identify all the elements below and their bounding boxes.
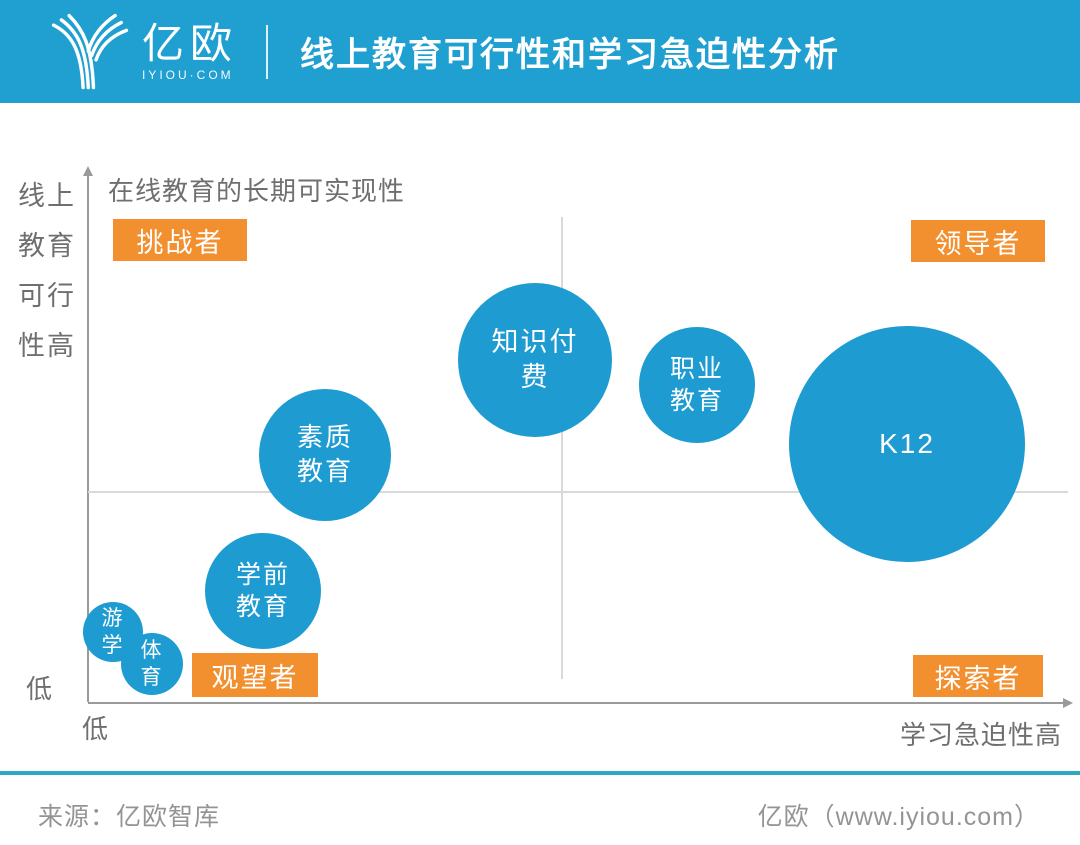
- bubble-label-line: 知识付: [491, 326, 579, 357]
- x-axis-line: [88, 702, 1066, 704]
- bubble-label-line: 学: [101, 634, 125, 657]
- chart-subtitle: 在线教育的长期可实现性: [108, 176, 406, 206]
- bubble-label-line: 教育: [296, 456, 353, 486]
- bubble-知识付费: 知识付费: [458, 283, 612, 437]
- quadrant-badge-watcher: 观望者: [192, 653, 318, 697]
- quadrant-bubble-chart: 在线教育的长期可实现性 线上 教育 可行 性高 低 低 学习急迫性高 挑战者 领…: [0, 103, 1080, 771]
- y-axis-arrow-icon: [83, 166, 93, 176]
- bubble-学前教育: 学前 教育: [205, 533, 321, 649]
- bubble-label-line: 费: [520, 362, 550, 392]
- quadrant-horizontal-divider: [88, 491, 1068, 493]
- logo-subtext: IYIOU·COM: [142, 67, 234, 82]
- quadrant-badge-challenger: 挑战者: [113, 219, 247, 261]
- logo-text: 亿欧: [142, 19, 239, 67]
- bubble-素质教育: 素质 教育: [259, 389, 391, 521]
- bubble-label-line: 体: [140, 638, 164, 662]
- bubble-label-line: 游: [101, 606, 125, 630]
- site-credit: 亿欧（www.iyiou.com）: [757, 803, 1040, 831]
- bubble-体育: 体育: [121, 633, 183, 695]
- bubble-label-line: 育: [140, 666, 164, 689]
- y-axis-label-line: 线上: [18, 181, 76, 211]
- x-axis-arrow-icon: [1063, 698, 1073, 708]
- bubble-layer: 游学体育学前 教育 素质 教育 知识付费职业 教育 K12: [0, 103, 1080, 771]
- y-axis-line: [87, 175, 89, 702]
- bubble-label-line: 职业: [669, 354, 724, 383]
- y-axis-label: 线上 教育 可行 性高: [18, 171, 78, 371]
- iyiou-logo: 亿欧 IYIOU·COM: [44, 13, 238, 91]
- x-axis-low-label: 低: [82, 714, 109, 744]
- bubble-职业教育: 职业 教育: [639, 327, 755, 443]
- y-axis-low-label: 低: [26, 674, 53, 704]
- iyiou-logo-icon: [51, 13, 129, 89]
- x-axis-high-label: 学习急迫性高: [899, 720, 1062, 750]
- header: 亿欧 IYIOU·COM 线上教育可行性和学习急迫性分析: [0, 0, 1080, 103]
- quadrant-badge-explorer: 探索者: [913, 655, 1043, 697]
- footer-separator: [0, 771, 1080, 775]
- y-axis-label-line: 教育: [18, 231, 76, 261]
- footer: 来源：亿欧智库 亿欧（www.iyiou.com）: [0, 775, 1080, 845]
- bubble-label-line: 教育: [235, 593, 290, 621]
- y-axis-label-line: 可行: [18, 281, 76, 311]
- bubble-K12: K12: [789, 326, 1025, 562]
- quadrant-badge-leader: 领导者: [911, 220, 1045, 262]
- bubble-label-line: 教育: [669, 387, 724, 415]
- logo-text-wrap: 亿欧 IYIOU·COM: [142, 19, 239, 82]
- y-axis-label-line: 性高: [18, 331, 76, 361]
- quadrant-vertical-divider: [561, 217, 563, 679]
- source-credit: 来源：亿欧智库: [38, 803, 221, 831]
- bubble-label-line: 素质: [296, 422, 353, 453]
- header-divider: [266, 24, 269, 79]
- bubble-label-line: 学前: [235, 560, 290, 589]
- page-title: 线上教育可行性和学习急迫性分析: [300, 36, 841, 74]
- bubble-label-line: K12: [879, 427, 935, 459]
